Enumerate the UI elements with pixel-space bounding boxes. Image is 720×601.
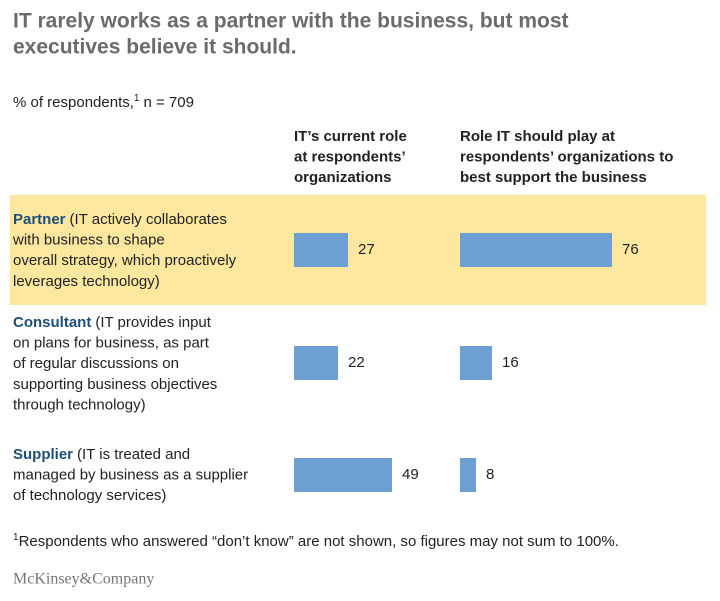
category-description: managed by business as a supplier: [13, 467, 248, 484]
source: McKinsey&Company: [13, 571, 154, 588]
bar: [460, 346, 492, 380]
category-label: of technology services): [13, 487, 166, 504]
series-header: respondents’ organizations to: [460, 149, 673, 166]
category-label: Consultant (IT provides input: [13, 314, 212, 331]
sample-size: n = 709: [143, 94, 193, 111]
category-description: (IT actively collaborates: [70, 211, 227, 228]
bar: [460, 233, 612, 267]
category-description: with business to shape: [12, 232, 165, 249]
category-description: on plans for business, as part: [13, 335, 210, 352]
series-header: Role IT should play at: [460, 128, 615, 145]
footnote-ref: 1: [134, 93, 140, 104]
category-label: managed by business as a supplier: [13, 467, 248, 484]
category-description: supporting business objectives: [13, 376, 217, 393]
category-label: leverages technology): [13, 273, 160, 290]
footnote-text: Respondents who answered “don’t know” ar…: [19, 533, 619, 550]
series-header: organizations: [294, 169, 392, 186]
category-description: of regular discussions on: [13, 355, 179, 372]
category-label: supporting business objectives: [13, 376, 217, 393]
value-label: 16: [502, 354, 519, 371]
category-description: overall strategy, which proactively: [13, 252, 237, 269]
series-header: best support the business: [460, 169, 647, 186]
category-description: through technology): [13, 396, 146, 413]
bar: [294, 346, 338, 380]
footnote-mark: 1: [13, 532, 19, 543]
value-label: 27: [358, 241, 375, 258]
category-description: (IT provides input: [95, 314, 211, 331]
value-label: 8: [486, 466, 494, 483]
category-label: through technology): [13, 396, 146, 413]
value-label: 49: [402, 466, 419, 483]
category-name: Partner: [13, 211, 66, 228]
value-label: 22: [348, 354, 365, 371]
category-name: Supplier: [13, 446, 73, 463]
chart-title: IT rarely works as a partner with the bu…: [13, 10, 569, 33]
subtitle: % of respondents,1 n = 709: [13, 93, 194, 111]
category-label: on plans for business, as part: [13, 335, 210, 352]
series-header: IT’s current role: [294, 128, 407, 145]
value-label: 76: [622, 241, 639, 258]
bar: [294, 458, 392, 492]
category-label: with business to shape: [12, 232, 165, 249]
category-description: leverages technology): [13, 273, 160, 290]
bar: [294, 233, 348, 267]
bar: [460, 458, 476, 492]
category-description: (IT is treated and: [77, 446, 190, 463]
category-label: of regular discussions on: [13, 355, 179, 372]
subtitle-text: % of respondents,: [13, 94, 134, 111]
footnote: 1Respondents who answered “don’t know” a…: [13, 532, 619, 550]
category-description: of technology services): [13, 487, 166, 504]
category-label: Supplier (IT is treated and: [13, 446, 190, 463]
series-header: at respondents’: [294, 149, 406, 166]
category-label: overall strategy, which proactively: [13, 252, 237, 269]
chart-title: executives believe it should.: [13, 36, 297, 59]
category-name: Consultant: [13, 314, 91, 331]
category-label: Partner (IT actively collaborates: [13, 211, 227, 228]
